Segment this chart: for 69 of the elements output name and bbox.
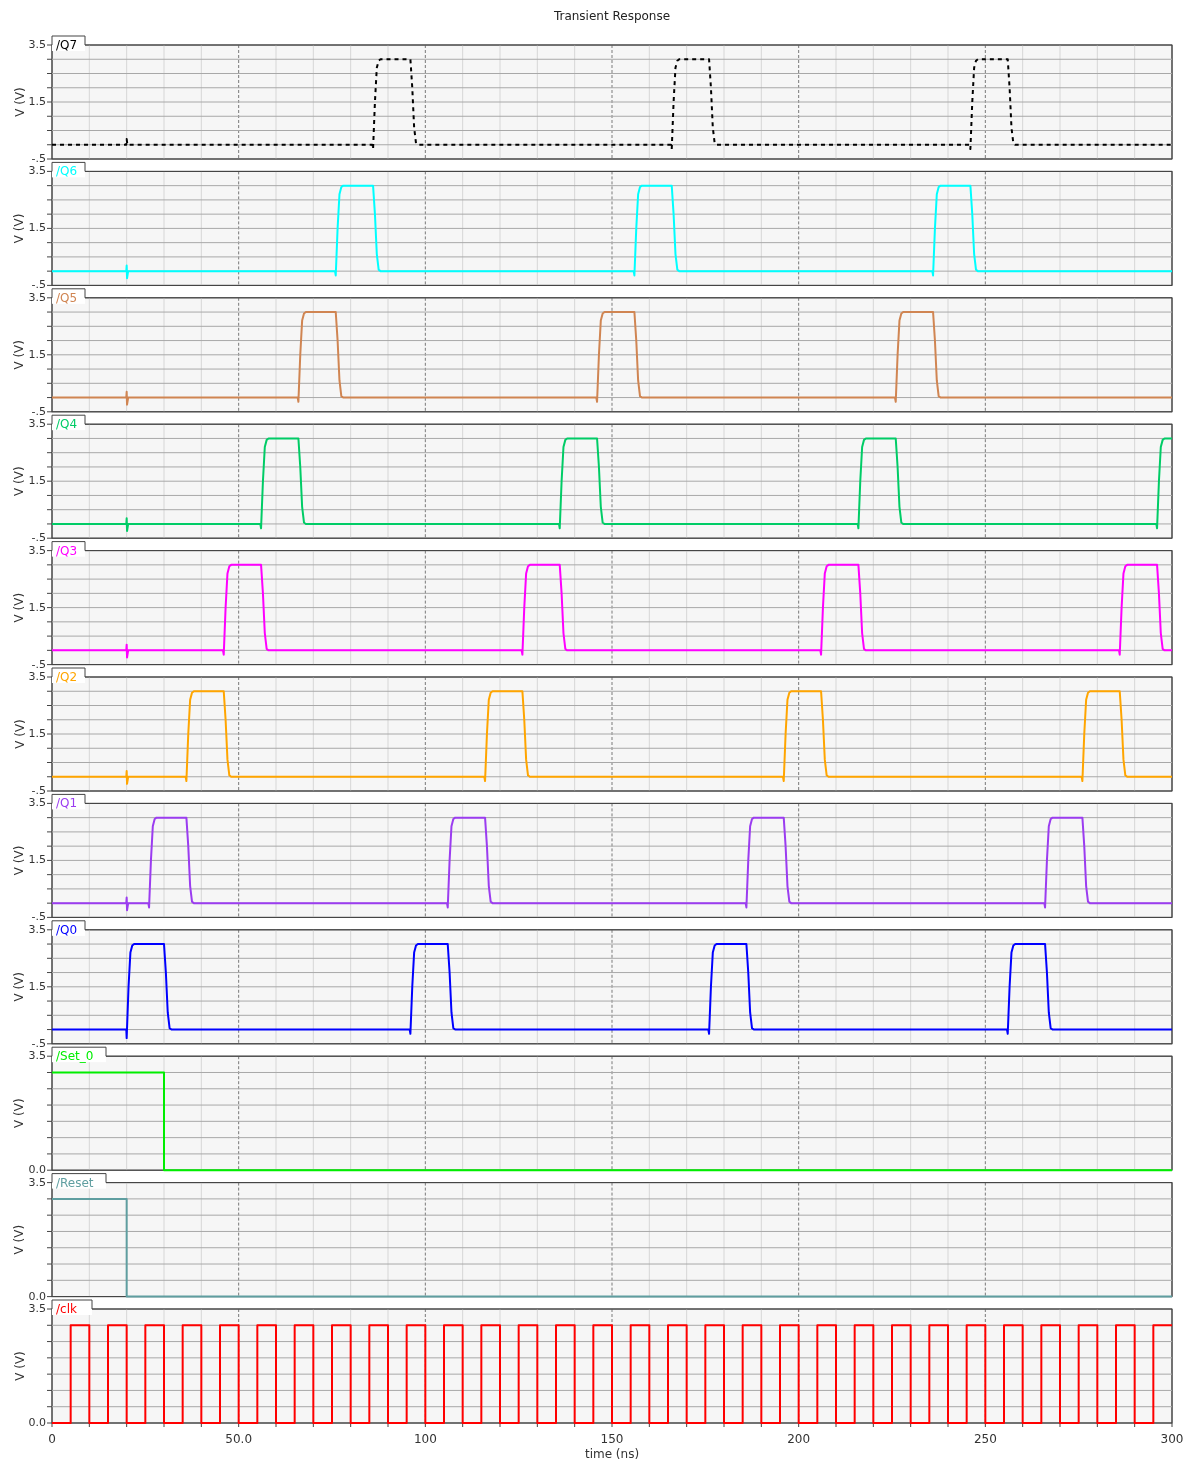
y-tick-label: 3.5 [28,796,46,810]
x-tick-label: 150 [600,1432,624,1446]
x-tick-label: 100 [413,1432,437,1446]
y-axis-title: V (V) [12,592,27,623]
text: /Q5 [56,290,78,305]
y-tick-label: 3.5 [28,290,46,304]
y-axis-title: V (V) [12,1224,27,1255]
y-tick-label: 1.5 [28,474,46,488]
x-axis-title: time (ns) [584,1447,640,1461]
y-tick-label: 1.5 [28,600,46,614]
y-axis-title: V (V) [12,466,27,496]
y-tick-label: 3.5 [28,1175,46,1189]
y-tick-label: -.5 [31,1036,46,1050]
y-tick-label: 0.0 [28,1163,46,1177]
line-series [51,437,1173,533]
y-axis-title: V (V) [12,719,27,749]
y-axis-title: V (V) [12,1351,27,1381]
series-label: /Reset [56,1175,94,1190]
y-tick-label: -.5 [31,278,46,292]
y-axis-title: V (V) [12,213,27,244]
text: /Q0 [56,922,78,937]
line-series [51,184,1173,280]
line-series [51,58,1173,151]
y-tick-label: 3.5 [28,164,46,178]
y-tick-label: -.5 [31,657,46,671]
y-tick-label: 0.0 [28,1416,46,1429]
y-tick-label: 0.0 [28,1289,46,1303]
text: /Q3 [56,543,78,558]
y-tick-label: 1.5 [28,979,46,993]
y-tick-label: 1.5 [28,727,46,740]
x-tick-label: 250 [973,1432,997,1446]
text: /Q6 [56,164,78,179]
chart-title: Transient Response [552,9,671,23]
y-axis-title: V (V) [12,87,27,117]
y-tick-label: 1.5 [28,221,46,235]
line-series [51,311,1173,406]
y-tick-label: -.5 [31,910,46,924]
y-tick-label: -.5 [31,404,46,418]
y-axis-title: V (V) [12,1098,27,1128]
y-tick-label: 3.5 [28,1302,46,1315]
y-tick-label: 3.5 [28,670,46,683]
line-series [51,563,1173,659]
y-tick-label: 3.5 [28,922,46,936]
text: /Q1 [56,796,78,811]
y-axis-title: V (V) [12,845,27,876]
x-tick-label: 300 [1160,1432,1184,1446]
y-tick-label: 1.5 [28,853,46,867]
line-series [51,943,1173,1040]
x-tick-label: 200 [787,1432,811,1446]
line-series [51,690,1173,785]
y-axis-title: V (V) [12,972,27,1002]
y-tick-label: 3.5 [28,417,46,431]
y-tick-label: 1.5 [28,347,46,361]
y-tick-label: -.5 [31,784,46,797]
x-tick-label: 50.0 [225,1432,253,1446]
y-axis-title: V (V) [12,340,27,370]
series-label: /Set_0 [56,1049,94,1064]
y-tick-label: 3.5 [28,543,46,557]
y-tick-label: 3.5 [28,1049,46,1063]
x-tick-label: 0 [48,1432,56,1446]
text: /Q4 [56,417,78,432]
line-series [51,816,1173,912]
y-tick-label: 1.5 [28,95,46,108]
y-tick-label: 3.5 [28,38,46,51]
y-tick-label: -.5 [31,531,46,545]
series-label: /clk [56,1302,77,1316]
text: /Q7 [56,38,78,52]
text: /Q2 [56,670,78,684]
y-tick-label: -.5 [31,152,46,165]
